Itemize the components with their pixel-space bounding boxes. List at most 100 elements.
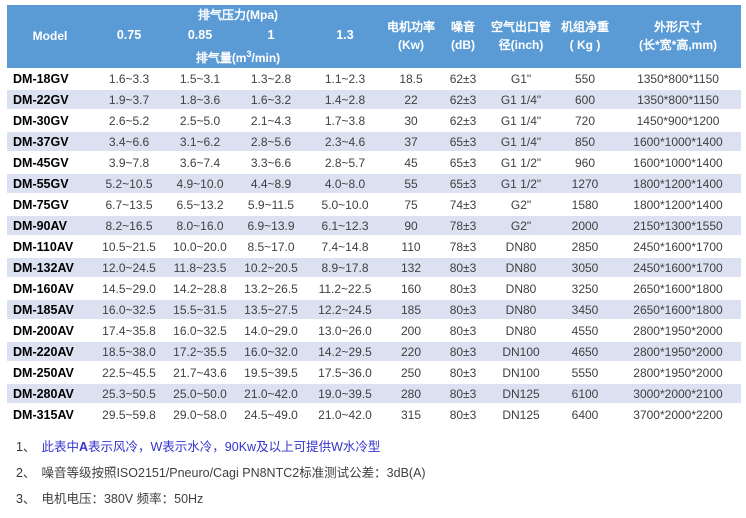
- power-cell: 90: [383, 215, 439, 236]
- noise-cell: 80±3: [439, 341, 487, 362]
- capacity-075-cell: 3.9~7.8: [93, 152, 165, 173]
- capacity-085-cell: 3.6~7.4: [165, 152, 235, 173]
- capacity-1-cell: 8.5~17.0: [235, 236, 307, 257]
- capacity-13-cell: 19.0~39.5: [307, 383, 383, 404]
- table-row: DM-90AV 8.2~16.5 8.0~16.0 6.9~13.9 6.1~1…: [7, 215, 741, 236]
- table-row: DM-160AV 14.5~29.0 14.2~28.8 13.2~26.5 1…: [7, 278, 741, 299]
- model-cell: DM-315AV: [7, 404, 93, 425]
- dimensions-cell: 2800*1950*2000: [615, 362, 741, 383]
- table-row: DM-18GV 1.6~3.3 1.5~3.1 1.3~2.8 1.1~2.3 …: [7, 68, 741, 89]
- table-row: DM-75GV 6.7~13.5 6.5~13.2 5.9~11.5 5.0~1…: [7, 194, 741, 215]
- power-cell: 200: [383, 320, 439, 341]
- outlet-cell: G1": [487, 68, 555, 89]
- capacity-085-cell: 8.0~16.0: [165, 215, 235, 236]
- noise-cell: 80±3: [439, 320, 487, 341]
- weight-cell: 720: [555, 110, 615, 131]
- capacity-075-cell: 2.6~5.2: [93, 110, 165, 131]
- model-cell: DM-90AV: [7, 215, 93, 236]
- model-cell: DM-132AV: [7, 257, 93, 278]
- weight-cell: 1270: [555, 173, 615, 194]
- capacity-13-cell: 12.2~24.5: [307, 299, 383, 320]
- capacity-085-cell: 14.2~28.8: [165, 278, 235, 299]
- capacity-13-cell: 17.5~36.0: [307, 362, 383, 383]
- capacity-13-cell: 2.8~5.7: [307, 152, 383, 173]
- capacity-085-cell: 15.5~31.5: [165, 299, 235, 320]
- model-cell: DM-55GV: [7, 173, 93, 194]
- noise-cell: 62±3: [439, 89, 487, 110]
- power-cell: 75: [383, 194, 439, 215]
- table-row: DM-315AV 29.5~59.8 29.0~58.0 24.5~49.0 2…: [7, 404, 741, 425]
- noise-cell: 80±3: [439, 278, 487, 299]
- power-cell: 185: [383, 299, 439, 320]
- capacity-075-cell: 25.3~50.5: [93, 383, 165, 404]
- capacity-075-cell: 3.4~6.6: [93, 131, 165, 152]
- dimensions-cell: 3700*2000*2200: [615, 404, 741, 425]
- capacity-1-cell: 3.3~6.6: [235, 152, 307, 173]
- outlet-cell: DN125: [487, 383, 555, 404]
- noise-cell: 78±3: [439, 236, 487, 257]
- noise-cell: 74±3: [439, 194, 487, 215]
- weight-cell: 4550: [555, 320, 615, 341]
- dimensions-cell: 1600*1000*1400: [615, 152, 741, 173]
- capacity-085-cell: 1.8~3.6: [165, 89, 235, 110]
- capacity-075-cell: 6.7~13.5: [93, 194, 165, 215]
- table-row: DM-55GV 5.2~10.5 4.9~10.0 4.4~8.9 4.0~8.…: [7, 173, 741, 194]
- capacity-13-cell: 14.2~29.5: [307, 341, 383, 362]
- capacity-13-cell: 4.0~8.0: [307, 173, 383, 194]
- col-header-pressure-13: 1.3: [307, 25, 383, 47]
- capacity-075-cell: 8.2~16.5: [93, 215, 165, 236]
- table-row: DM-132AV 12.0~24.5 11.8~23.5 10.2~20.5 8…: [7, 257, 741, 278]
- outlet-cell: DN80: [487, 299, 555, 320]
- model-cell: DM-75GV: [7, 194, 93, 215]
- capacity-13-cell: 1.1~2.3: [307, 68, 383, 89]
- noise-cell: 62±3: [439, 110, 487, 131]
- dimensions-cell: 3000*2000*2100: [615, 383, 741, 404]
- dimensions-cell: 2650*1600*1800: [615, 278, 741, 299]
- dimensions-cell: 1600*1000*1400: [615, 131, 741, 152]
- capacity-075-cell: 18.5~38.0: [93, 341, 165, 362]
- capacity-1-cell: 1.6~3.2: [235, 89, 307, 110]
- noise-cell: 80±3: [439, 404, 487, 425]
- capacity-13-cell: 8.9~17.8: [307, 257, 383, 278]
- weight-cell: 2000: [555, 215, 615, 236]
- model-cell: DM-22GV: [7, 89, 93, 110]
- dimensions-cell: 1450*900*1200: [615, 110, 741, 131]
- model-cell: DM-250AV: [7, 362, 93, 383]
- capacity-1-cell: 5.9~11.5: [235, 194, 307, 215]
- capacity-1-cell: 13.5~27.5: [235, 299, 307, 320]
- weight-cell: 960: [555, 152, 615, 173]
- noise-cell: 65±3: [439, 173, 487, 194]
- outlet-cell: DN80: [487, 320, 555, 341]
- col-header-capacity: 排气量(m3/min): [93, 47, 383, 68]
- capacity-1-cell: 14.0~29.0: [235, 320, 307, 341]
- power-cell: 37: [383, 131, 439, 152]
- outlet-cell: DN80: [487, 236, 555, 257]
- table-header: Model 排气压力(Mpa) 电机功率 (Kw) 噪音 (dB) 空气出口管 …: [7, 5, 741, 68]
- col-header-power: 电机功率 (Kw): [383, 5, 439, 68]
- outlet-cell: G2": [487, 194, 555, 215]
- col-header-noise: 噪音 (dB): [439, 5, 487, 68]
- col-header-pressure-1: 1: [235, 25, 307, 47]
- power-cell: 55: [383, 173, 439, 194]
- capacity-085-cell: 2.5~5.0: [165, 110, 235, 131]
- table-row: DM-37GV 3.4~6.6 3.1~6.2 2.8~5.6 2.3~4.6 …: [7, 131, 741, 152]
- weight-cell: 3250: [555, 278, 615, 299]
- weight-cell: 5550: [555, 362, 615, 383]
- capacity-085-cell: 17.2~35.5: [165, 341, 235, 362]
- capacity-075-cell: 14.5~29.0: [93, 278, 165, 299]
- capacity-075-cell: 12.0~24.5: [93, 257, 165, 278]
- spec-sheet: Model 排气压力(Mpa) 电机功率 (Kw) 噪音 (dB) 空气出口管 …: [0, 5, 746, 518]
- capacity-085-cell: 6.5~13.2: [165, 194, 235, 215]
- capacity-1-cell: 4.4~8.9: [235, 173, 307, 194]
- col-header-outlet: 空气出口管 径(inch): [487, 5, 555, 68]
- capacity-1-cell: 6.9~13.9: [235, 215, 307, 236]
- col-header-dimensions: 外形尺寸 (长*宽*高,mm): [615, 5, 741, 68]
- capacity-1-cell: 16.0~32.0: [235, 341, 307, 362]
- capacity-075-cell: 22.5~45.5: [93, 362, 165, 383]
- col-header-pressure-075: 0.75: [93, 25, 165, 47]
- dimensions-cell: 2450*1600*1700: [615, 257, 741, 278]
- outlet-cell: G1 1/2": [487, 152, 555, 173]
- power-cell: 160: [383, 278, 439, 299]
- outlet-cell: DN100: [487, 341, 555, 362]
- dimensions-cell: 2450*1600*1700: [615, 236, 741, 257]
